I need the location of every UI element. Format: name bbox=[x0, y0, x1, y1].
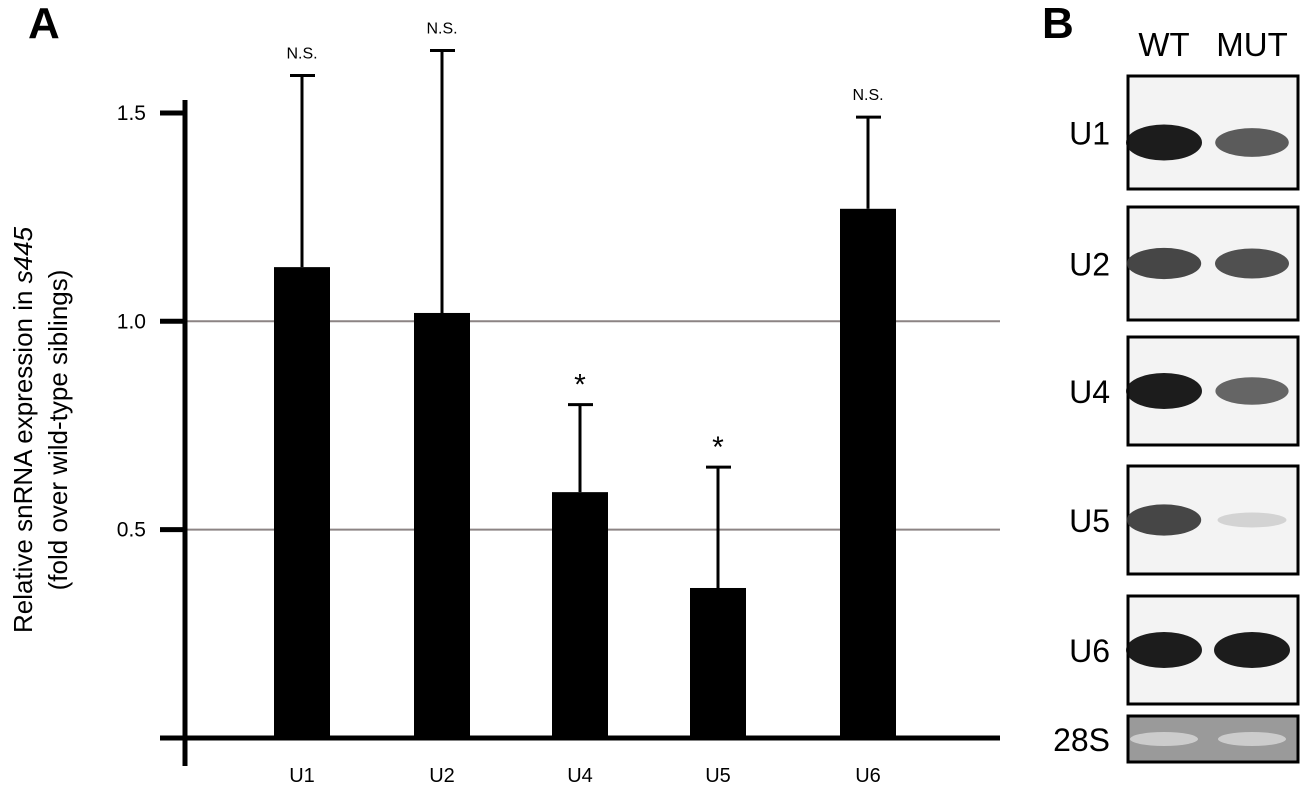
band-u2-mut bbox=[1215, 248, 1289, 279]
x-tick-label-U4: U4 bbox=[567, 765, 593, 787]
significance-mark-U5: * bbox=[712, 431, 724, 464]
band-u6-wt bbox=[1126, 632, 1202, 668]
panel-b-letter: B bbox=[1042, 0, 1074, 48]
band-u5-wt bbox=[1126, 504, 1202, 536]
x-tick-label-U5: U5 bbox=[705, 765, 731, 787]
band-u4-wt bbox=[1126, 373, 1202, 409]
significance-mark-U1: N.S. bbox=[286, 45, 317, 62]
blot-label-u2: U2 bbox=[1069, 247, 1110, 283]
bar-U6 bbox=[840, 208, 896, 738]
bar-U1 bbox=[274, 267, 330, 738]
band-28s-wt bbox=[1130, 732, 1198, 746]
y-tick-label-0: 0.5 bbox=[117, 519, 146, 542]
x-tick-label-U6: U6 bbox=[855, 765, 881, 787]
significance-mark-U6: N.S. bbox=[852, 87, 883, 104]
bar-U2 bbox=[414, 312, 470, 738]
y-axis-label-line2: (fold over wild-type siblings) bbox=[43, 270, 73, 591]
lane-label-wt: WT bbox=[1138, 26, 1189, 63]
significance-mark-U4: * bbox=[574, 369, 586, 402]
band-u2-wt bbox=[1126, 247, 1202, 280]
band-u1-wt bbox=[1126, 124, 1202, 161]
blot-label-28s: 28S bbox=[1053, 722, 1110, 758]
y-axis-label-italic: s445 bbox=[8, 226, 38, 283]
blot-label-u6: U6 bbox=[1069, 633, 1110, 669]
band-u1-mut bbox=[1215, 128, 1289, 157]
significance-mark-U2: N.S. bbox=[426, 20, 457, 37]
y-axis-label-text: Relative snRNA expression in bbox=[8, 283, 38, 633]
bar-U4 bbox=[552, 492, 608, 738]
svg-text:Relative snRNA expression in s: Relative snRNA expression in s445 bbox=[8, 226, 38, 633]
y-tick-label-1: 1.0 bbox=[117, 310, 146, 333]
x-tick-label-U2: U2 bbox=[429, 765, 455, 787]
blot-label-u4: U4 bbox=[1069, 374, 1110, 410]
blot-label-u1: U1 bbox=[1069, 116, 1110, 152]
bar-U5 bbox=[690, 587, 746, 738]
blot-label-u5: U5 bbox=[1069, 503, 1110, 539]
northern-blot-panel: WT MUT U1 U2 U4 U5 U6 28S bbox=[1053, 26, 1300, 764]
bar-chart: N.S. U1 N.S. U2 * U4 * U5 N.S. U6 0.5 1.0 1.5 bbox=[117, 20, 1000, 787]
x-tick-label-U1: U1 bbox=[289, 765, 315, 787]
band-u5-mut bbox=[1217, 512, 1287, 528]
band-u4-mut bbox=[1215, 377, 1289, 405]
panel-a-letter: A bbox=[28, 0, 60, 48]
y-tick-label-2: 1.5 bbox=[117, 102, 146, 125]
y-axis-label: Relative snRNA expression in s445 (fold … bbox=[8, 226, 73, 633]
lane-label-mut: MUT bbox=[1216, 26, 1287, 63]
band-u6-mut bbox=[1214, 632, 1290, 668]
band-28s-mut bbox=[1218, 732, 1286, 746]
